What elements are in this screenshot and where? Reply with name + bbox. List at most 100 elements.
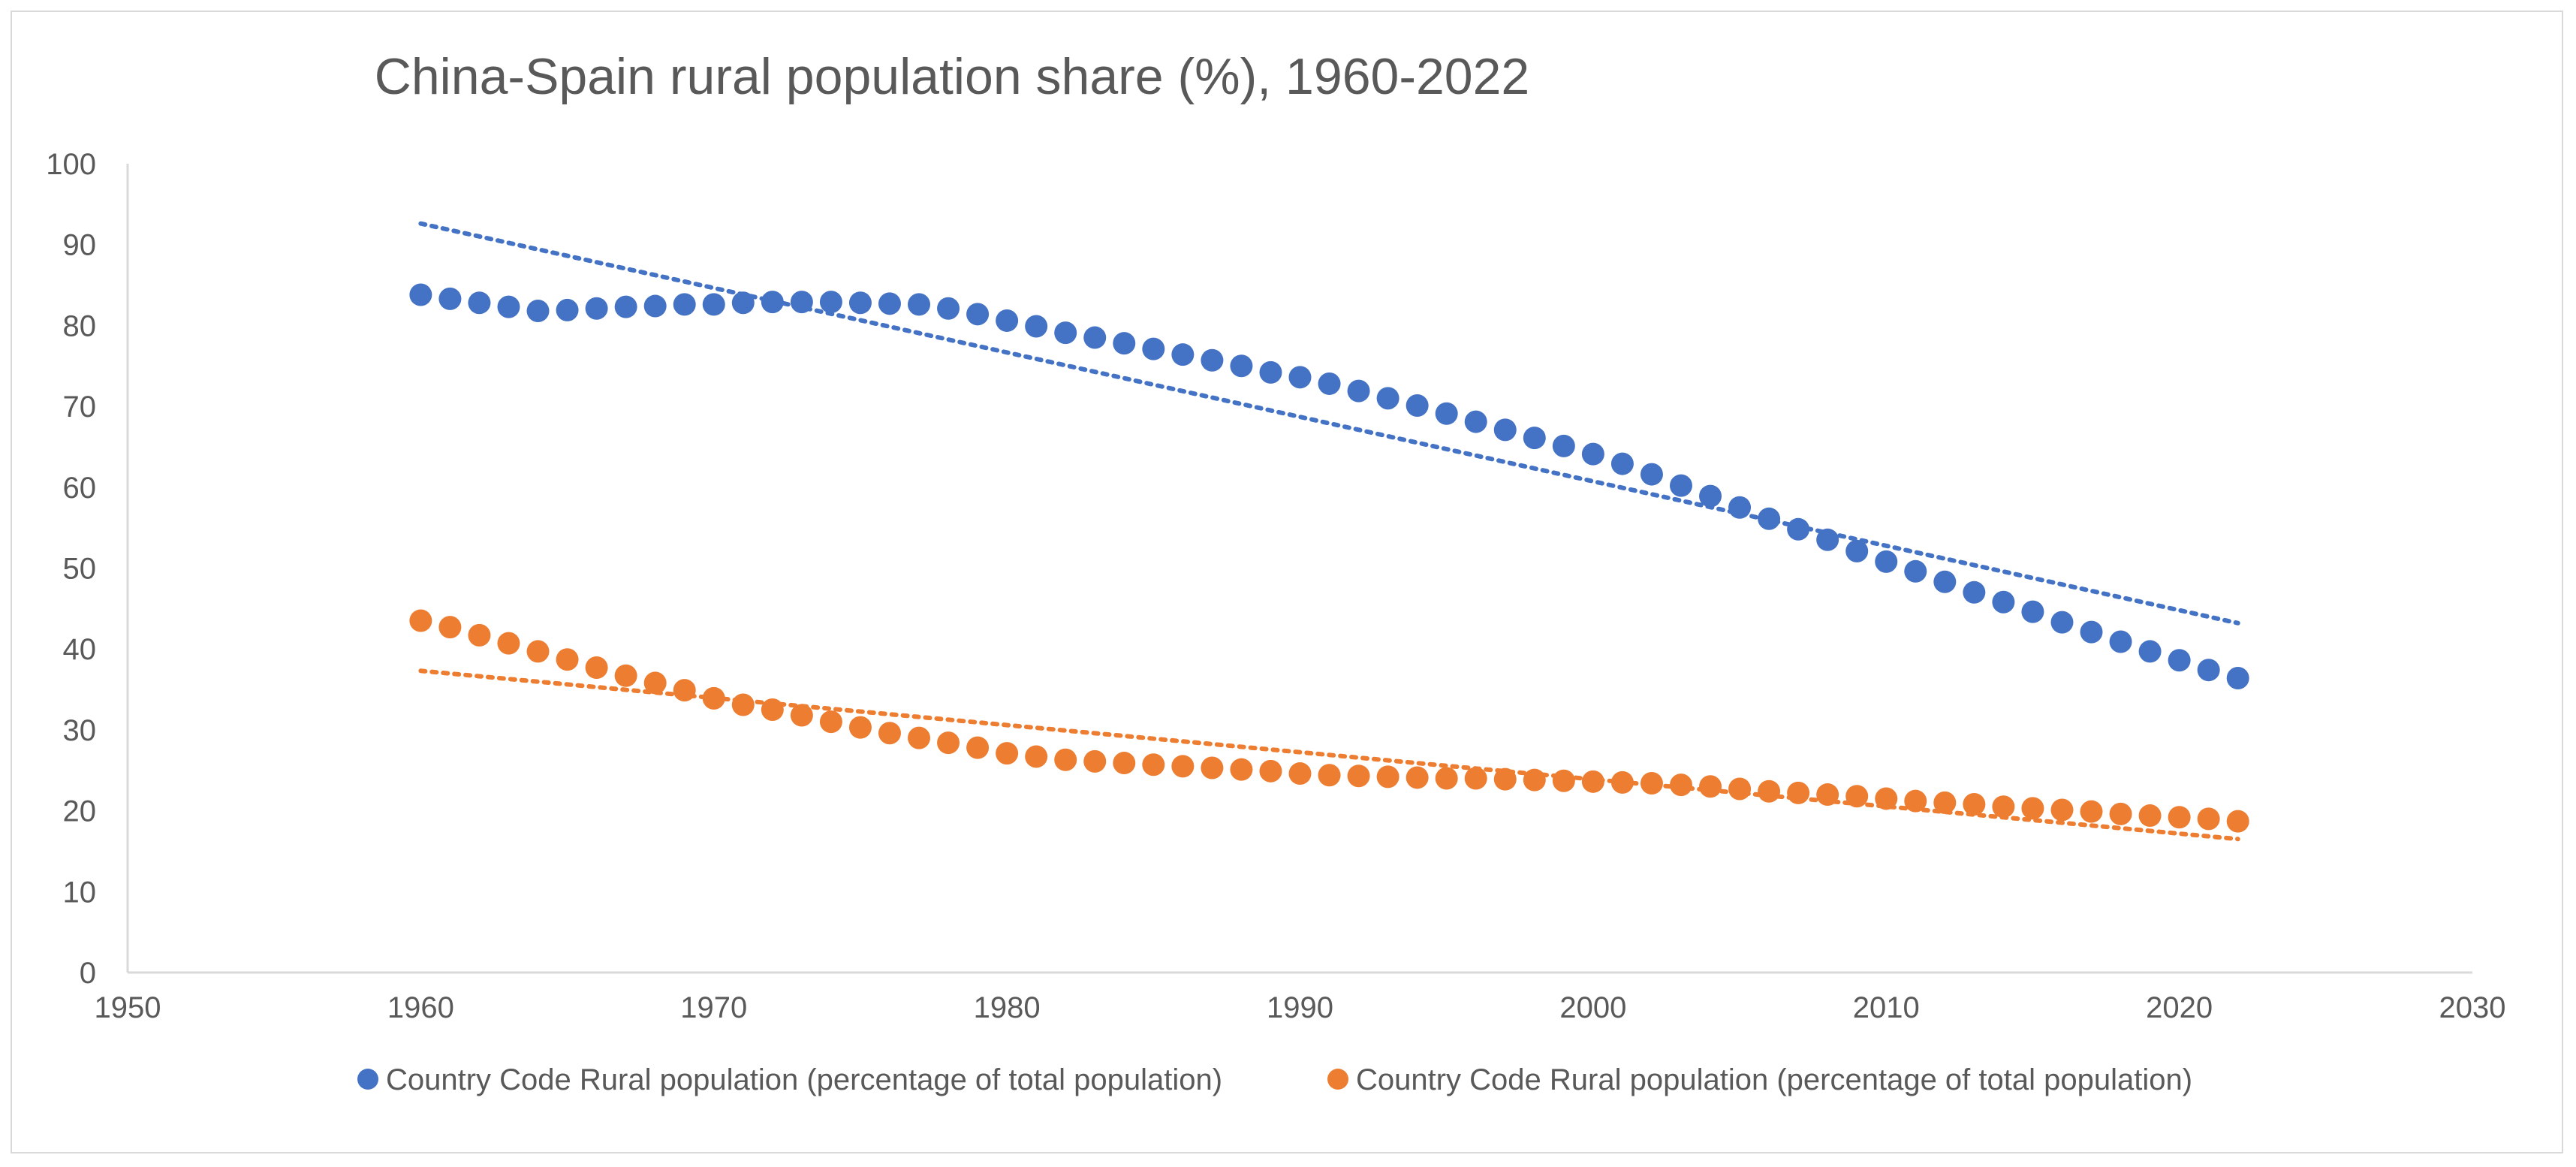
data-point <box>1728 777 1752 801</box>
data-point <box>731 693 755 716</box>
data-point <box>673 293 696 316</box>
x-tick-label: 1970 <box>680 991 747 1024</box>
data-point <box>1581 442 1604 466</box>
data-point <box>1669 474 1692 497</box>
chart-frame <box>11 11 2563 1153</box>
data-point <box>1845 539 1869 562</box>
data-point <box>966 303 990 326</box>
data-point <box>1992 590 2015 614</box>
data-point <box>1787 781 1810 804</box>
x-tick-label: 1990 <box>1267 991 1333 1024</box>
y-tick-label: 20 <box>63 795 97 828</box>
data-point <box>1728 496 1752 519</box>
data-point <box>1142 753 1165 776</box>
chart-title: China-Spain rural population share (%), … <box>375 48 1530 105</box>
y-tick-label: 80 <box>63 309 97 342</box>
data-point <box>1376 765 1399 789</box>
data-point <box>996 309 1019 332</box>
data-point <box>1933 791 1957 814</box>
data-point <box>848 716 872 739</box>
x-tick-label: 1980 <box>974 991 1041 1024</box>
legend-marker <box>1327 1069 1348 1090</box>
data-point <box>1640 463 1663 486</box>
series-2 <box>409 609 2249 833</box>
data-point <box>2080 800 2103 823</box>
data-point <box>643 671 667 695</box>
data-points <box>409 283 2249 833</box>
data-point <box>585 297 608 320</box>
y-tick-label: 10 <box>63 876 97 909</box>
data-point <box>1787 517 1810 541</box>
data-point <box>1435 402 1458 425</box>
data-point <box>1581 770 1604 793</box>
data-point <box>2197 659 2220 682</box>
data-point <box>1259 360 1282 384</box>
data-point <box>702 686 725 710</box>
x-tick-label: 1960 <box>387 991 454 1024</box>
data-point <box>1318 372 1341 395</box>
data-point <box>1347 379 1370 403</box>
data-point <box>1230 354 1253 378</box>
trendlines <box>418 221 2240 842</box>
data-point <box>1610 452 1634 475</box>
data-point <box>819 710 842 734</box>
trendline <box>418 221 2240 626</box>
data-point <box>643 294 667 318</box>
data-point <box>1816 783 1839 807</box>
y-tick-label: 90 <box>63 229 97 262</box>
data-point <box>1230 758 1253 781</box>
data-point <box>1904 789 1927 813</box>
data-point <box>1523 427 1546 450</box>
data-point <box>1464 767 1487 790</box>
data-point <box>1963 580 1986 604</box>
data-point <box>1083 326 1107 349</box>
data-point <box>2050 798 2074 822</box>
data-point <box>1933 570 1957 593</box>
x-tick-label: 2010 <box>1853 991 1920 1024</box>
data-point <box>1875 550 1898 573</box>
y-tick-label: 0 <box>80 957 96 990</box>
data-point <box>1552 769 1575 792</box>
data-point <box>966 736 990 759</box>
data-point <box>526 640 550 663</box>
legend-marker <box>357 1069 378 1090</box>
data-point <box>1758 507 1781 530</box>
y-tick-label: 70 <box>63 391 97 424</box>
data-point <box>908 293 931 316</box>
data-point <box>438 287 462 310</box>
x-tick-label: 2030 <box>2439 991 2506 1024</box>
data-point <box>819 291 842 314</box>
data-point <box>1758 780 1781 803</box>
data-point <box>1054 748 1077 771</box>
data-point <box>585 656 608 679</box>
y-tick-label: 40 <box>63 633 97 666</box>
data-point <box>1142 337 1165 360</box>
data-point <box>790 704 813 727</box>
y-tick-label: 50 <box>63 553 97 586</box>
data-point <box>937 731 960 755</box>
data-point <box>2109 802 2132 825</box>
data-point <box>1435 767 1458 790</box>
data-point <box>2080 620 2103 644</box>
data-point <box>702 293 725 316</box>
data-point <box>2168 649 2191 672</box>
data-point <box>614 664 637 687</box>
data-point <box>1201 348 1224 372</box>
data-point <box>1171 755 1195 778</box>
data-point <box>438 616 462 639</box>
data-point <box>761 291 784 314</box>
data-point <box>1963 792 1986 816</box>
y-tick-label: 30 <box>63 714 97 747</box>
data-point <box>2197 807 2220 831</box>
data-point <box>1552 434 1575 457</box>
data-point <box>2226 810 2249 833</box>
data-point <box>2226 666 2249 689</box>
data-point <box>2138 804 2162 828</box>
data-point <box>878 292 901 315</box>
legend-label: Country Code Rural population (percentag… <box>1356 1063 2192 1096</box>
data-point <box>1113 752 1136 775</box>
data-point <box>1376 387 1399 410</box>
data-point <box>1083 749 1107 773</box>
